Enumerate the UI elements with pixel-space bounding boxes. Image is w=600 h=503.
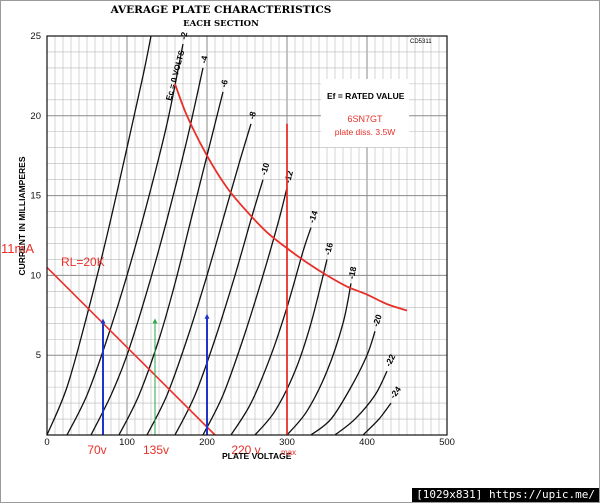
axis-layer: 0 100 200 300 400 500 5 10 15 20 25 (30, 31, 455, 448)
operating-arrowhead (204, 313, 210, 319)
imax-label: 11mA (1, 241, 34, 256)
curve-label-neg14: -14 (306, 209, 319, 224)
x-tick-label: 100 (119, 437, 135, 448)
chart-subtitle: EACH SECTION (183, 19, 259, 29)
operating-voltage-label: 135v (143, 443, 169, 457)
plate-curve-neg4 (90, 67, 204, 436)
operating-arrowhead (152, 318, 158, 324)
x-tick-label: 500 (439, 437, 455, 448)
plate-curve-neg16 (254, 259, 328, 436)
plate-curve-neg14 (230, 227, 312, 436)
y-tick-label: 25 (30, 31, 41, 42)
plate-curve-neg12 (202, 187, 288, 436)
curve-label-neg12: -12 (282, 169, 295, 184)
curve-label-neg16: -16 (322, 241, 335, 256)
curve-label-neg10: -10 (258, 161, 271, 176)
plate-curve-neg18 (286, 283, 352, 436)
operating-arrowhead (100, 318, 106, 324)
curve-label-neg8: -8 (246, 110, 258, 120)
y-tick-label: 5 (36, 350, 41, 361)
x-tick-label: 300 (279, 437, 295, 448)
curve-label-neg24: -24 (388, 384, 404, 400)
load-line (46, 266, 216, 436)
x-axis-label: PLATE VOLTAGE (222, 451, 292, 461)
curve-label-neg18: -18 (346, 265, 358, 279)
x-tick-label: 400 (359, 437, 375, 448)
plate-curve-neg8 (146, 123, 252, 436)
plate-curve-neg24 (362, 402, 392, 436)
curve-label-neg4: -4 (198, 55, 209, 65)
plate-curve-0 (46, 35, 152, 436)
tube-type-label: 6SN7GT (347, 114, 383, 124)
annotation-layer: 70v 135v 220 v (46, 83, 408, 457)
plate-curve-neg2 (66, 43, 184, 436)
curve-label-neg6: -6 (218, 78, 230, 88)
legend-box (321, 79, 409, 147)
plate-curve-neg22 (334, 370, 388, 436)
y-tick-label: 20 (30, 111, 41, 122)
curve-label-neg20: -20 (370, 313, 383, 328)
x-tick-label: 200 (199, 437, 215, 448)
load-line-label: RL=20K (61, 255, 105, 269)
dissipation-note: plate diss. 3.5W (335, 127, 395, 137)
chart-title: AVERAGE PLATE CHARACTERISTICS (110, 4, 332, 16)
operating-voltage-label: 70v (87, 443, 106, 457)
max-label: max (281, 448, 296, 457)
plot-frame (46, 35, 448, 436)
plate-curve-neg20 (310, 331, 376, 436)
y-tick-label: 10 (30, 270, 41, 281)
x-tick-label: 0 (44, 437, 49, 448)
image-host-watermark: [1029x831] https://upic.me/ (412, 488, 599, 502)
ef-note: Ef = RATED VALUE (327, 91, 405, 101)
catalog-code: CD5311 (410, 39, 432, 45)
y-axis-label: CURRENT IN MILLIAMPERES (17, 156, 27, 275)
y-tick-label: 15 (30, 191, 41, 202)
operating-voltage-label: 220 v (231, 443, 260, 457)
